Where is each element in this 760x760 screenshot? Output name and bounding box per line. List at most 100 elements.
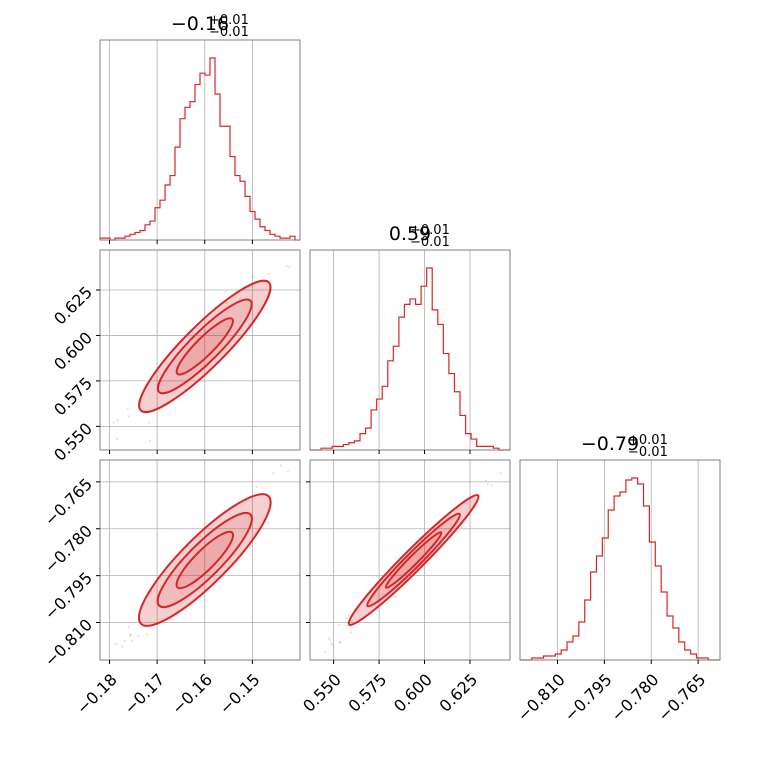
xlabel-p2-tick-1: −0.795: [560, 670, 615, 725]
ylabel-p2-tick-2: −0.780: [41, 521, 96, 576]
panel0-sample-point: [285, 265, 288, 268]
panel1-sample-point: [121, 645, 124, 648]
panel1-sample-point: [127, 625, 130, 629]
ylabel-p2-tick-3: −0.765: [41, 474, 96, 529]
param2-title-sup: +0.01: [628, 433, 668, 448]
panel0-sample-point: [61, 478, 63, 480]
xlabel-p2-tick-0: −0.810: [514, 670, 569, 725]
panel2-contour-2: [384, 531, 443, 589]
param1-title-sup: +0.01: [410, 223, 450, 238]
hist2-frame: [519, 459, 721, 661]
panel1-sample-point: [280, 464, 283, 467]
hist0-histogram: [99, 57, 300, 241]
panel1-sample-point: [255, 485, 258, 488]
panel1-sample-point: [130, 639, 133, 642]
panel1-sample-point: [244, 500, 248, 503]
ylabel-p2-tick-1: −0.795: [41, 568, 96, 623]
xlabel-p1-tick-2: 0.600: [390, 670, 436, 716]
ylabel-p1-tick-2: 0.600: [50, 328, 96, 374]
panel1-sample-point: [286, 470, 290, 473]
panel1-frame: [99, 459, 301, 661]
param1-title-sub: −0.01: [410, 235, 450, 250]
panel0-sample-point: [126, 407, 129, 410]
param0-title: −0.16: [171, 13, 229, 35]
panel1-sample-point: [272, 472, 275, 475]
panel1-sample-point: [267, 521, 270, 524]
panel1-contour-0: [137, 493, 272, 627]
panel0-sample-point: [225, 301, 228, 304]
xlabel-p1-tick-0: 0.550: [299, 670, 345, 716]
panel1-sample-point: [199, 535, 202, 538]
panel2-sample-point: [394, 595, 397, 599]
panel0-sample-point: [288, 266, 291, 269]
panel0-sample-point: [115, 437, 118, 440]
xlabel-p0-tick-2: −0.16: [168, 670, 216, 718]
param2-title: −0.79: [581, 433, 639, 455]
content-layer: [61, 57, 720, 661]
panel1-sample-point: [303, 478, 305, 480]
param1-title-value: 0.59: [389, 223, 431, 245]
panel2-sample-point: [331, 643, 334, 646]
panel0-sample-point: [252, 275, 255, 278]
panel2-sample-point: [519, 447, 521, 449]
xlabel-p1-tick-3: 0.625: [435, 670, 481, 716]
panel1-sample-point: [129, 634, 132, 638]
panel2-contour-0: [347, 494, 480, 626]
panel0-contour-1: [156, 298, 253, 395]
panel0-contour-2: [175, 317, 234, 376]
panel0-sample-point: [148, 421, 151, 424]
panel2-content: [323, 447, 521, 654]
ylabel-p1-tick-1: 0.575: [50, 373, 96, 419]
xlabel-p0-tick-3: −0.15: [216, 670, 264, 718]
panel2-sample-point: [330, 642, 333, 646]
panel2-sample-point: [350, 631, 353, 634]
panel1-sample-point: [129, 633, 132, 637]
panel1-contour-2: [175, 530, 235, 590]
param1-title: 0.59: [389, 223, 431, 245]
param2-title-value: −0.79: [581, 433, 639, 455]
param0-title-sup: +0.01: [209, 13, 249, 28]
panel1-sample-point: [170, 618, 173, 621]
panel2-sample-point: [338, 641, 341, 644]
panel2-sample-point: [486, 483, 489, 486]
panel2-sample-point: [348, 614, 351, 617]
panel2-sample-point: [490, 484, 493, 487]
xlabel-p0-tick-1: −0.17: [120, 670, 168, 718]
hist1-frame: [309, 249, 511, 451]
panel0-sample-point: [302, 258, 304, 260]
frames-layer: [96, 39, 721, 664]
panel2-sample-point: [338, 641, 342, 644]
xlabel-p2-tick-3: −0.765: [654, 670, 709, 725]
param0-title-value: −0.16: [171, 13, 229, 35]
panel1-sample-point: [150, 590, 153, 593]
panel0-sample-point: [127, 415, 130, 418]
ylabel-p1-tick-3: 0.625: [50, 283, 96, 329]
hist0-frame: [99, 39, 301, 241]
panel1-content: [114, 464, 305, 648]
ylabel-p1-tick-0: 0.550: [50, 419, 96, 465]
panel2-contour-1: [366, 512, 461, 608]
panel1-sample-point: [146, 633, 149, 636]
panel1-sample-point: [114, 643, 117, 646]
xlabel-p2-tick-2: −0.780: [607, 670, 662, 725]
grid-layer: [100, 40, 699, 660]
hist2-histogram: [520, 477, 720, 661]
panel2-sample-point: [345, 617, 349, 620]
panel1-sample-point: [137, 635, 140, 638]
panel2-sample-point: [327, 637, 330, 640]
panel0-contour-0: [138, 279, 272, 414]
panel0-sample-point: [112, 421, 115, 424]
panel2-sample-point: [460, 526, 463, 529]
ylabel-p2-tick-0: −0.810: [41, 615, 96, 670]
xlabel-p1-tick-1: 0.575: [345, 670, 391, 716]
panel2-sample-point: [519, 455, 521, 457]
panel2-sample-point: [323, 651, 326, 654]
panel0-sample-point: [267, 272, 270, 275]
panel2-sample-point: [499, 472, 502, 475]
panel2-sample-point: [516, 458, 518, 460]
panel0-sample-point: [148, 439, 152, 442]
panel2-sample-point: [484, 479, 487, 482]
panel0-content: [61, 258, 304, 480]
xlabel-p0-tick-0: −0.18: [73, 670, 121, 718]
